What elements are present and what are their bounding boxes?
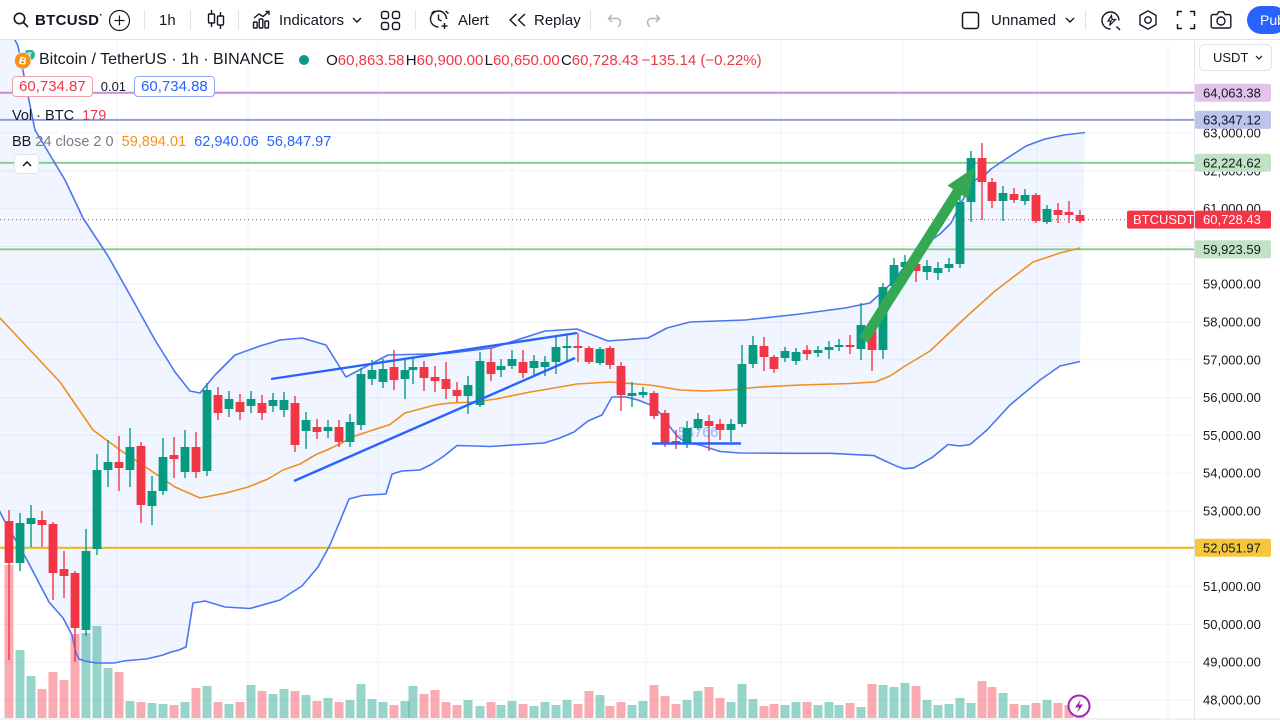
- svg-text:48,000.00: 48,000.00: [1203, 693, 1261, 708]
- svg-text:62,224.62: 62,224.62: [1203, 155, 1261, 170]
- svg-text:56,000.00: 56,000.00: [1203, 390, 1261, 405]
- svg-text:T: T: [28, 52, 33, 59]
- svg-text:51,000.00: 51,000.00: [1203, 579, 1261, 594]
- svg-text:50,000.00: 50,000.00: [1203, 617, 1261, 632]
- svg-text:63,000.00: 63,000.00: [1203, 126, 1261, 141]
- svg-text:B: B: [18, 54, 28, 67]
- svg-text:58,000.00: 58,000.00: [1203, 315, 1261, 330]
- svg-text:59,923.59: 59,923.59: [1203, 242, 1261, 257]
- svg-text:59,000.00: 59,000.00: [1203, 277, 1261, 292]
- svg-text:54,000.00: 54,000.00: [1203, 466, 1261, 481]
- svg-text:52,051.97: 52,051.97: [1203, 540, 1261, 555]
- svg-text:54766: 54766: [678, 425, 718, 441]
- svg-text:63,347.12: 63,347.12: [1203, 112, 1261, 127]
- svg-text:BTCUSDT: BTCUSDT: [1133, 212, 1194, 227]
- svg-text:64,063.38: 64,063.38: [1203, 85, 1261, 100]
- svg-text:57,000.00: 57,000.00: [1203, 352, 1261, 367]
- svg-text:49,000.00: 49,000.00: [1203, 655, 1261, 670]
- svg-text:53,000.00: 53,000.00: [1203, 504, 1261, 519]
- svg-text:55,000.00: 55,000.00: [1203, 428, 1261, 443]
- svg-text:60,728.43: 60,728.43: [1203, 212, 1261, 227]
